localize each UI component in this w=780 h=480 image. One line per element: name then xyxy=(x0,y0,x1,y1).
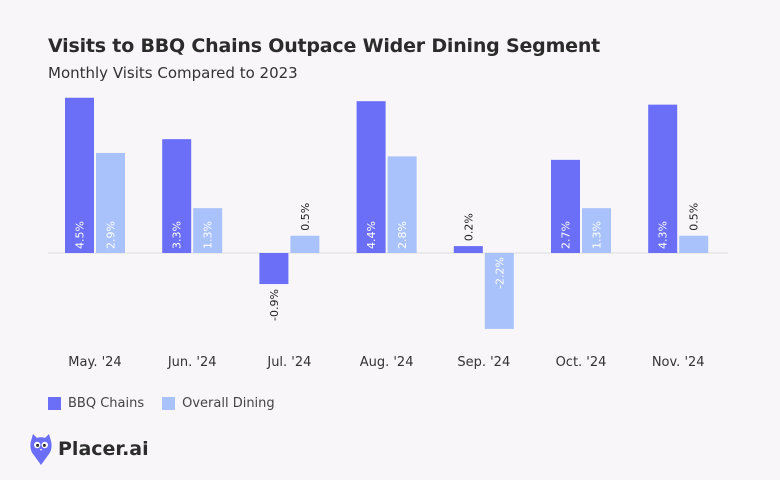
data-label-dining-5: 1.3% xyxy=(591,221,604,249)
data-label-dining-6: 0.5% xyxy=(688,203,701,231)
logo-text: Placer.ai xyxy=(58,438,149,460)
legend-label-dining: Overall Dining xyxy=(182,396,275,411)
data-label-bbq-3: 4.4% xyxy=(365,221,378,249)
bar-bbq-0 xyxy=(65,97,94,253)
data-label-dining-3: 2.8% xyxy=(396,221,409,249)
data-label-bbq-4: 0.2% xyxy=(462,213,475,241)
chart-subtitle: Monthly Visits Compared to 2023 xyxy=(48,64,298,82)
legend-item-bbq: BBQ Chains xyxy=(48,396,144,411)
bar-bbq-5 xyxy=(551,159,580,253)
x-tick-label-5: Oct. '24 xyxy=(556,355,607,370)
legend-swatch-dining xyxy=(162,397,176,410)
brand-logo: Placer.ai xyxy=(30,432,149,466)
data-label-bbq-0: 4.5% xyxy=(74,221,87,249)
data-label-dining-4: -2.2% xyxy=(493,257,506,289)
data-label-dining-1: 1.3% xyxy=(202,221,215,249)
x-tick-label-4: Sep. '24 xyxy=(457,355,510,370)
data-label-dining-0: 2.9% xyxy=(105,221,118,249)
owl-icon xyxy=(30,434,52,465)
bar-chart: 4.5% 2.9% May. '24 3.3% 1.3% Jun. '24 -0.9% 0.5… xyxy=(48,97,728,370)
bar-dining-6 xyxy=(679,235,709,253)
chart-title: Visits to BBQ Chains Outpace Wider Dinin… xyxy=(48,35,601,57)
x-tick-label-1: Jun. '24 xyxy=(167,355,217,370)
legend-item-dining: Overall Dining xyxy=(162,396,275,411)
bar-bbq-2 xyxy=(259,253,289,285)
x-tick-label-2: Jul. '24 xyxy=(266,355,311,370)
bar-bbq-1 xyxy=(162,139,192,253)
bar-bbq-6 xyxy=(648,104,678,254)
bar-bbq-3 xyxy=(356,101,386,253)
data-label-bbq-5: 2.7% xyxy=(560,221,573,249)
bar-dining-2 xyxy=(290,235,320,253)
bar-dining-5 xyxy=(582,208,611,253)
bar-dining-4 xyxy=(484,253,514,329)
legend-swatch-bbq xyxy=(48,397,61,410)
data-label-bbq-6: 4.3% xyxy=(657,221,670,249)
x-tick-label-3: Aug. '24 xyxy=(360,355,414,370)
legend-label-bbq: BBQ Chains xyxy=(68,396,145,411)
x-tick-label-0: May. '24 xyxy=(68,355,121,370)
x-tick-label-6: Nov. '24 xyxy=(652,355,705,370)
data-label-dining-2: 0.5% xyxy=(299,203,312,231)
chart-legend: BBQ Chains Overall Dining xyxy=(48,396,275,411)
bar-dining-3 xyxy=(387,156,417,253)
bar-bbq-4 xyxy=(453,246,483,253)
data-label-bbq-2: -0.9% xyxy=(268,289,281,321)
bar-dining-1 xyxy=(193,208,223,253)
bar-dining-0 xyxy=(96,152,125,253)
data-label-bbq-1: 3.3% xyxy=(171,221,184,249)
